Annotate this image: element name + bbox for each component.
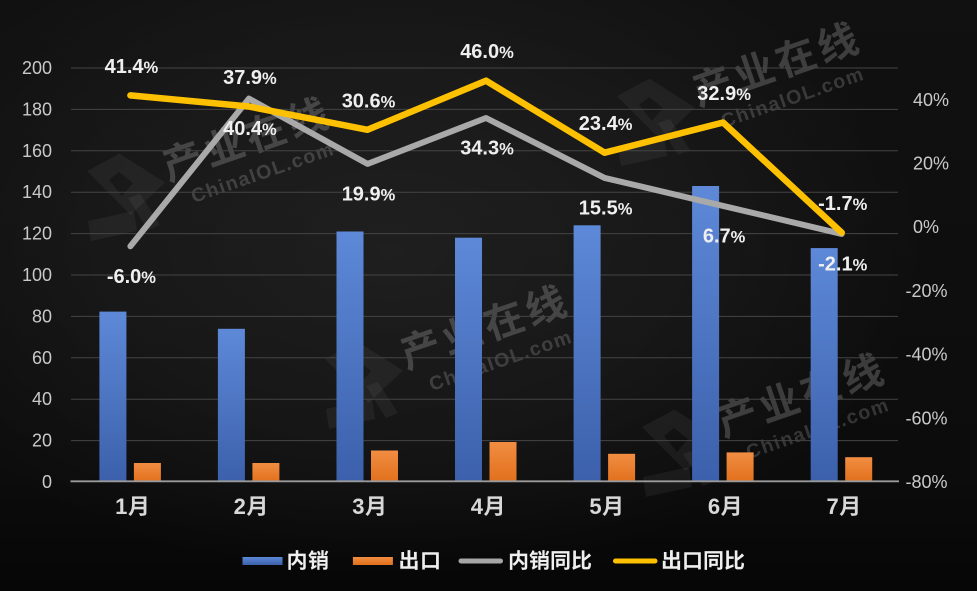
- svg-text:-60%: -60%: [906, 408, 948, 428]
- svg-text:20%: 20%: [913, 154, 949, 174]
- svg-text:0: 0: [42, 472, 52, 492]
- svg-text:60: 60: [32, 348, 52, 368]
- svg-text:180: 180: [22, 99, 52, 119]
- svg-text:15.5%: 15.5%: [579, 197, 633, 219]
- svg-text:30.6%: 30.6%: [342, 90, 396, 112]
- svg-text:6.7%: 6.7%: [703, 225, 746, 247]
- svg-text:40: 40: [32, 389, 52, 409]
- svg-text:34.3%: 34.3%: [460, 138, 514, 160]
- svg-text:-80%: -80%: [906, 472, 948, 492]
- svg-text:4: 4: [471, 494, 484, 519]
- svg-text:0%: 0%: [913, 217, 939, 237]
- svg-text:40.4%: 40.4%: [223, 118, 277, 140]
- svg-text:5: 5: [589, 494, 601, 519]
- svg-text:-6.0%: -6.0%: [107, 266, 156, 288]
- svg-text:6: 6: [708, 494, 720, 519]
- svg-text:1: 1: [115, 494, 127, 519]
- svg-text:200: 200: [22, 58, 52, 78]
- svg-text:7: 7: [826, 494, 838, 519]
- svg-text:80: 80: [32, 306, 52, 326]
- svg-text:100: 100: [22, 265, 52, 285]
- svg-text:46.0%: 46.0%: [460, 41, 514, 63]
- svg-text:-20%: -20%: [906, 281, 948, 301]
- svg-text:40%: 40%: [913, 90, 949, 110]
- svg-text:120: 120: [22, 224, 52, 244]
- svg-text:23.4%: 23.4%: [579, 113, 633, 135]
- svg-text:20: 20: [32, 431, 52, 451]
- svg-text:2: 2: [234, 494, 246, 519]
- svg-text:32.9%: 32.9%: [697, 83, 751, 105]
- svg-text:-2.1%: -2.1%: [818, 253, 867, 275]
- svg-text:37.9%: 37.9%: [223, 67, 277, 89]
- svg-text:19.9%: 19.9%: [342, 183, 396, 205]
- svg-text:41.4%: 41.4%: [105, 56, 159, 78]
- svg-text:-1.7%: -1.7%: [818, 193, 867, 215]
- svg-text:160: 160: [22, 141, 52, 161]
- svg-text:3: 3: [352, 494, 364, 519]
- svg-text:-40%: -40%: [906, 345, 948, 365]
- svg-text:140: 140: [22, 182, 52, 202]
